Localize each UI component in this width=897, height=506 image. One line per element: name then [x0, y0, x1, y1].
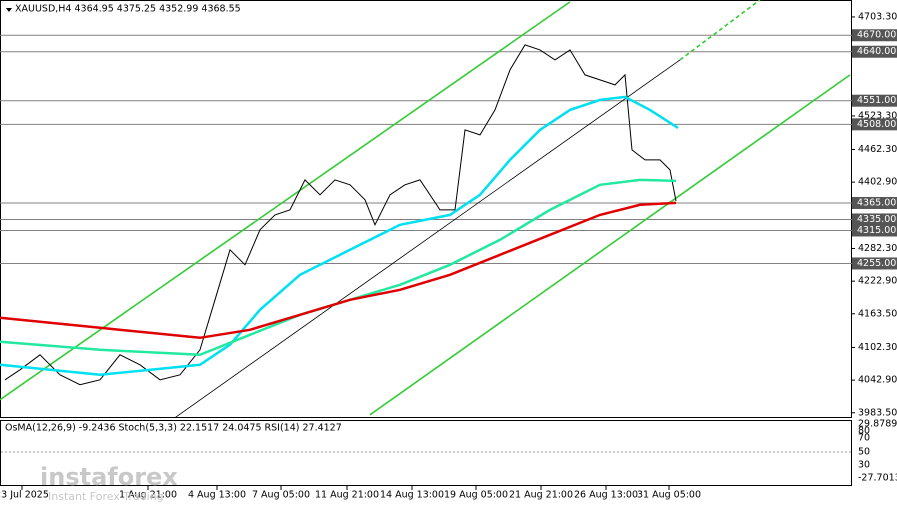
level-box — [852, 118, 897, 131]
indicator-axis-label: 29.8789 — [858, 419, 897, 430]
x-tick-label: 14 Aug 13:00 — [380, 490, 444, 501]
y-tick-label: 3983.50 — [858, 407, 897, 418]
trendline — [369, 74, 851, 416]
moving-average — [0, 95, 679, 377]
y-tick-label: 4282.30 — [858, 243, 897, 254]
level-box — [852, 45, 897, 58]
indicator-axis-label: -27.7013 — [858, 473, 897, 484]
x-tick-label: 19 Aug 05:00 — [444, 490, 508, 501]
trendline — [679, 0, 761, 61]
level-label: 4315.00 — [857, 225, 896, 236]
level-box — [852, 257, 897, 270]
moving-average — [0, 201, 677, 340]
y-tick-label: 4163.50 — [858, 308, 897, 319]
x-tick-label: 26 Aug 13:00 — [574, 490, 638, 501]
level-label: 4551.00 — [857, 95, 896, 106]
main-panel — [0, 0, 852, 418]
indicator-title: OsMA(12,26,9) -9.2436 Stoch(5,3,3) 22.15… — [5, 423, 342, 434]
level-box — [852, 196, 897, 209]
x-tick-label: 1 Aug 21:00 — [119, 490, 177, 501]
x-tick-label: 4 Aug 13:00 — [188, 490, 246, 501]
level-label: 4365.00 — [857, 197, 896, 208]
chart-title: XAUUSD,H4 4364.95 4375.25 4352.99 4368.5… — [15, 4, 241, 15]
x-tick-label: 21 Aug 21:00 — [509, 490, 573, 501]
y-tick-label: 4102.30 — [858, 342, 897, 353]
y-tick-label: 4703.30 — [858, 11, 897, 22]
x-tick-label: 7 Aug 05:00 — [252, 490, 310, 501]
moving-average — [0, 178, 677, 357]
y-tick-label: 4402.90 — [858, 177, 897, 188]
y-tick-label: 4042.90 — [858, 375, 897, 386]
watermark-brand: instaforex — [40, 463, 178, 491]
level-box — [852, 213, 897, 226]
y-tick-label: 4462.30 — [858, 144, 897, 155]
x-tick-label: 23 Jul 2025 — [0, 490, 49, 501]
indicator-axis-label: 30 — [858, 460, 870, 471]
indicator-axis-label: 70 — [858, 433, 870, 444]
level-label: 4640.00 — [857, 46, 896, 57]
trendline — [0, 1, 571, 401]
indicator-axis-label: 50 — [858, 447, 870, 458]
trendline — [174, 59, 681, 418]
level-label: 4670.00 — [857, 30, 896, 41]
level-label: 4335.00 — [857, 214, 896, 225]
x-tick-label: 11 Aug 21:00 — [315, 490, 379, 501]
y-tick-label: 4222.90 — [858, 276, 897, 287]
y-tick-label: 4523.30 — [858, 110, 897, 121]
level-box — [852, 94, 897, 107]
x-tick-label: 31 Aug 05:00 — [637, 490, 701, 501]
level-box — [852, 29, 897, 42]
watermark-tagline: Instant Forex Trading — [48, 490, 164, 503]
level-label: 4255.00 — [857, 258, 896, 269]
level-label: 4508.00 — [857, 119, 896, 130]
menu-arrow[interactable] — [6, 8, 12, 12]
level-box — [852, 224, 897, 237]
indicator-axis-label: 80 — [858, 426, 870, 437]
indicator-panel — [0, 420, 852, 486]
